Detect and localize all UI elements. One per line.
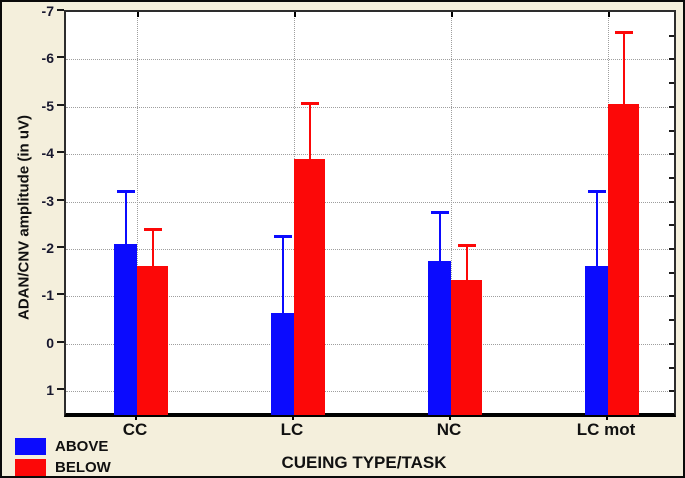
right-minor-tick <box>669 105 674 108</box>
category-label-lc-mot: LC mot <box>576 420 636 439</box>
bar-above-lc <box>271 313 294 415</box>
right-minor-tick <box>669 224 674 227</box>
y-tick-mark <box>57 9 64 11</box>
bar-above-cc <box>114 244 137 415</box>
right-minor-tick <box>669 295 674 298</box>
category-tick-bottom <box>449 415 451 420</box>
error-bar-line <box>595 189 598 266</box>
error-bar-line <box>308 102 311 159</box>
right-minor-tick <box>669 153 674 156</box>
y-axis-title: ADAN/CNV amplitude (in uV) <box>15 115 33 320</box>
y-tick-label: -5 <box>41 97 54 114</box>
above-series-swatch <box>15 438 46 455</box>
right-minor-tick <box>669 342 674 345</box>
y-tick-label: 1 <box>46 382 54 399</box>
right-minor-tick <box>669 319 674 322</box>
right-minor-tick <box>669 271 674 274</box>
y-tick-label: -1 <box>41 287 54 304</box>
gridline-horizontal <box>66 343 674 345</box>
right-minor-tick <box>669 176 674 179</box>
error-bar-cap <box>457 244 476 248</box>
error-bar-line <box>438 211 441 261</box>
below-series-swatch <box>15 459 46 476</box>
gridline-horizontal <box>66 296 674 298</box>
error-bar-cap <box>143 227 162 231</box>
error-bar-line <box>622 30 625 105</box>
bar-below-lc <box>294 158 325 415</box>
right-minor-tick <box>669 390 674 393</box>
error-bar-cap <box>300 102 319 106</box>
category-tick-bottom <box>292 415 294 420</box>
category-label-cc: CC <box>122 420 148 439</box>
gridline-horizontal <box>66 391 674 393</box>
gridline-horizontal <box>66 154 674 156</box>
category-label-lc: LC <box>280 420 304 439</box>
y-tick-mark <box>57 293 64 296</box>
error-bar-line <box>124 189 127 245</box>
legend-item-below: BELOW <box>15 459 111 476</box>
error-bar-line <box>151 227 154 266</box>
y-tick-label: -6 <box>41 50 54 67</box>
error-bar-cap <box>614 30 633 34</box>
plot-area <box>64 10 676 417</box>
x-axis-title: CUEING TYPE/TASK <box>281 453 447 472</box>
right-minor-tick <box>669 129 674 132</box>
y-tick-mark <box>57 151 64 154</box>
legend: ABOVE BELOW <box>15 438 111 476</box>
y-tick-mark <box>57 56 64 59</box>
right-minor-tick <box>669 34 674 37</box>
right-minor-tick <box>669 200 674 203</box>
error-bar-line <box>281 234 284 314</box>
gridline-horizontal <box>66 106 674 108</box>
error-bar-cap <box>273 234 292 238</box>
y-tick-label: -2 <box>41 240 54 257</box>
y-tick-mark <box>57 103 64 106</box>
bar-below-cc <box>137 265 168 415</box>
y-tick-label: -7 <box>41 3 54 19</box>
y-tick-mark <box>57 198 64 201</box>
category-tick-top <box>608 12 610 17</box>
gridline-horizontal <box>66 59 674 61</box>
y-tick-label: 0 <box>46 334 54 351</box>
right-minor-tick <box>669 366 674 369</box>
y-tick-mark <box>57 246 64 249</box>
gridline-horizontal <box>66 249 674 251</box>
error-bar-line <box>465 244 468 280</box>
gridline-horizontal <box>66 201 674 203</box>
right-minor-tick <box>669 82 674 85</box>
y-tick-label: -4 <box>41 145 54 162</box>
error-bar-cap <box>587 189 606 193</box>
y-tick-mark <box>57 340 64 343</box>
error-bar-cap <box>116 189 135 193</box>
gridline-vertical <box>451 12 452 413</box>
category-tick-top <box>451 12 453 17</box>
legend-label-above: ABOVE <box>55 438 109 455</box>
category-tick-bottom <box>135 415 137 420</box>
y-tick-label: -3 <box>41 192 54 209</box>
gridline-vertical <box>137 12 138 413</box>
legend-item-above: ABOVE <box>15 438 111 455</box>
error-bar-cap <box>430 211 449 215</box>
bar-above-nc <box>428 260 451 415</box>
category-tick-top <box>294 12 296 17</box>
bar-below-lc-mot <box>608 104 639 415</box>
category-tick-top <box>137 12 139 17</box>
bar-above-lc-mot <box>585 265 608 415</box>
right-minor-tick <box>669 58 674 61</box>
category-label-nc: NC <box>436 420 462 439</box>
legend-label-below: BELOW <box>55 459 111 476</box>
category-tick-bottom <box>606 415 608 420</box>
right-minor-tick <box>669 248 674 251</box>
bar-below-nc <box>451 279 482 415</box>
y-tick-mark <box>57 388 64 391</box>
